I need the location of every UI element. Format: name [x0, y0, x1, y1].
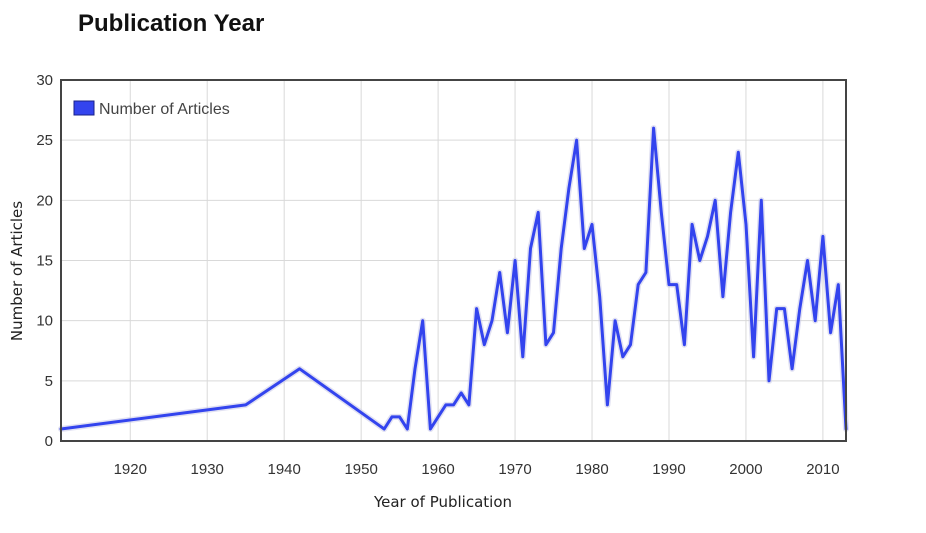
- data-point[interactable]: [697, 258, 702, 263]
- data-point[interactable]: [536, 210, 541, 215]
- data-point[interactable]: [628, 342, 633, 347]
- series-line-shadow: [58, 125, 849, 432]
- data-point[interactable]: [820, 234, 825, 239]
- data-point[interactable]: [759, 198, 764, 203]
- legend[interactable]: Number of Articles: [73, 100, 230, 118]
- legend-label: Number of Articles: [99, 101, 230, 118]
- series-layer: [58, 125, 849, 432]
- x-tick-label: 1950: [344, 461, 377, 478]
- y-tick-label: 20: [36, 192, 53, 209]
- data-point[interactable]: [736, 150, 741, 155]
- data-point[interactable]: [690, 222, 695, 227]
- data-point[interactable]: [513, 258, 518, 263]
- data-point[interactable]: [605, 402, 610, 407]
- chart-title: Publication Year: [78, 10, 265, 37]
- data-point[interactable]: [489, 318, 494, 323]
- data-point[interactable]: [828, 330, 833, 335]
- x-tick-label: 2000: [729, 461, 762, 478]
- data-point[interactable]: [767, 378, 772, 383]
- data-point[interactable]: [805, 258, 810, 263]
- data-point[interactable]: [774, 306, 779, 311]
- data-point[interactable]: [505, 330, 510, 335]
- y-axis-ticks: 0 5 10 15 20 25 30: [36, 72, 53, 450]
- x-tick-label: 1930: [191, 461, 224, 478]
- x-tick-label: 1960: [421, 461, 454, 478]
- y-tick-label: 30: [36, 72, 53, 89]
- data-point[interactable]: [636, 282, 641, 287]
- x-tick-label: 2010: [806, 461, 839, 478]
- y-tick-label: 0: [45, 433, 53, 450]
- data-point[interactable]: [405, 426, 410, 431]
- data-point[interactable]: [574, 138, 579, 143]
- data-point[interactable]: [543, 342, 548, 347]
- data-point[interactable]: [797, 306, 802, 311]
- x-tick-label: 1920: [114, 461, 147, 478]
- data-point[interactable]: [682, 342, 687, 347]
- x-tick-label: 1940: [267, 461, 300, 478]
- data-point[interactable]: [613, 318, 618, 323]
- data-point[interactable]: [674, 282, 679, 287]
- data-point[interactable]: [520, 354, 525, 359]
- data-point[interactable]: [782, 306, 787, 311]
- data-point[interactable]: [482, 342, 487, 347]
- data-point[interactable]: [436, 414, 441, 419]
- data-point[interactable]: [659, 210, 664, 215]
- y-tick-label: 5: [45, 373, 53, 390]
- data-point[interactable]: [382, 426, 387, 431]
- data-point[interactable]: [413, 366, 418, 371]
- data-point[interactable]: [428, 426, 433, 431]
- data-point[interactable]: [582, 246, 587, 251]
- data-point[interactable]: [813, 318, 818, 323]
- data-point[interactable]: [459, 390, 464, 395]
- legend-swatch: [73, 100, 95, 116]
- data-point[interactable]: [243, 402, 248, 407]
- data-point[interactable]: [466, 402, 471, 407]
- data-point[interactable]: [728, 210, 733, 215]
- y-tick-label: 15: [36, 253, 53, 270]
- data-point[interactable]: [643, 270, 648, 275]
- data-point[interactable]: [474, 306, 479, 311]
- data-point[interactable]: [443, 402, 448, 407]
- data-point[interactable]: [651, 126, 656, 131]
- x-tick-label: 1980: [575, 461, 608, 478]
- data-point[interactable]: [566, 186, 571, 191]
- data-point[interactable]: [666, 282, 671, 287]
- y-tick-label: 10: [36, 313, 53, 330]
- series-line[interactable]: [59, 126, 848, 431]
- plot-frame: [60, 79, 847, 442]
- data-point[interactable]: [713, 198, 718, 203]
- data-point[interactable]: [620, 354, 625, 359]
- x-axis-label: Year of Publication: [373, 493, 512, 511]
- data-point[interactable]: [559, 246, 564, 251]
- data-point[interactable]: [551, 330, 556, 335]
- data-point[interactable]: [420, 318, 425, 323]
- data-point[interactable]: [528, 246, 533, 251]
- x-tick-label: 1970: [498, 461, 531, 478]
- x-tick-label: 1990: [652, 461, 685, 478]
- data-point[interactable]: [590, 222, 595, 227]
- data-point[interactable]: [790, 366, 795, 371]
- y-axis-label: Number of Articles: [8, 201, 26, 341]
- data-point[interactable]: [836, 282, 841, 287]
- data-point[interactable]: [397, 414, 402, 419]
- y-tick-label: 25: [36, 132, 53, 149]
- data-point[interactable]: [497, 270, 502, 275]
- data-point[interactable]: [451, 402, 456, 407]
- data-point[interactable]: [720, 294, 725, 299]
- data-point[interactable]: [597, 294, 602, 299]
- data-point[interactable]: [743, 222, 748, 227]
- data-point[interactable]: [389, 414, 394, 419]
- data-point[interactable]: [297, 366, 302, 371]
- x-axis-ticks: 1920 1930 1940 1950 1960 1970 1980 1990 2000 2010: [114, 461, 840, 478]
- data-point[interactable]: [751, 354, 756, 359]
- data-point[interactable]: [705, 234, 710, 239]
